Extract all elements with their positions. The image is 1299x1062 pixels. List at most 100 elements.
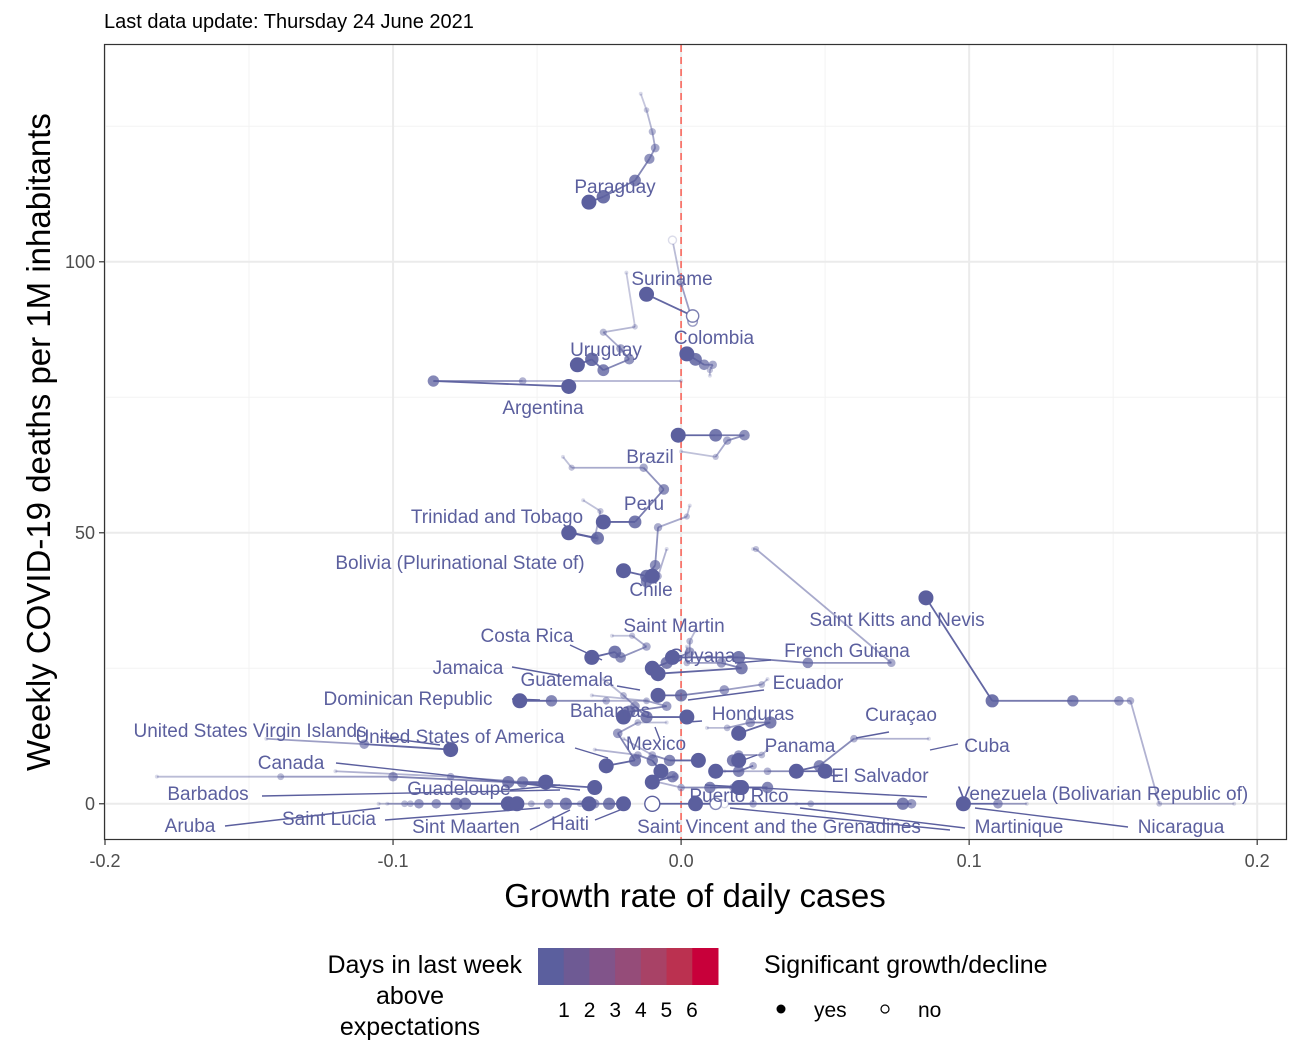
country-label: Dominican Republic: [324, 689, 493, 710]
country-label: Canada: [258, 753, 325, 774]
data-point: [688, 796, 703, 812]
trail-segment: [738, 656, 808, 664]
x-axis-title: Growth rate of daily cases: [504, 877, 886, 914]
data-point: [794, 801, 799, 806]
data-point: [670, 427, 686, 443]
data-point: [624, 354, 635, 365]
data-point: [629, 174, 641, 187]
data-point: [615, 709, 631, 725]
leader-line: [574, 747, 609, 759]
data-point: [545, 695, 558, 707]
data-point: [608, 645, 622, 659]
data-point: [401, 800, 408, 808]
data-point: [634, 719, 642, 726]
data-point: [906, 798, 917, 809]
data-point: [684, 644, 689, 649]
data-point: [683, 659, 691, 667]
data-point: [1232, 801, 1237, 806]
country-label: Trinidad and Tobago: [411, 507, 583, 528]
trail-segment: [688, 629, 697, 642]
country-label: Jamaica: [433, 658, 504, 679]
data-point: [512, 693, 528, 709]
data-point: [388, 771, 398, 782]
country-label: El Salvador: [831, 766, 929, 787]
x-tick-label: 0.2: [1245, 851, 1270, 871]
data-point: [731, 725, 747, 741]
color-bar-tick-label: 3: [609, 999, 621, 1022]
data-point: [406, 800, 414, 808]
data-point-open: [685, 309, 700, 323]
data-point: [620, 691, 627, 699]
country-label: Ecuador: [773, 673, 844, 694]
data-point: [643, 697, 650, 705]
country-label: Colombia: [674, 328, 755, 349]
data-point: [739, 429, 750, 441]
color-bar-segment: [692, 948, 719, 985]
data-point: [709, 428, 723, 442]
data-point: [628, 754, 642, 767]
data-point: [643, 107, 650, 113]
data-point: [650, 666, 666, 682]
data-point: [674, 689, 688, 702]
data-point: [749, 799, 757, 808]
leader-line: [825, 774, 839, 777]
data-point: [596, 190, 611, 204]
trail-segment: [671, 239, 682, 284]
data-point: [563, 801, 568, 806]
country-label: Costa Rica: [481, 626, 574, 647]
color-bar-tick-label: 6: [686, 999, 698, 1022]
data-point: [719, 685, 730, 695]
trail-segment: [685, 505, 691, 517]
data-point-open: [709, 797, 723, 811]
data-point: [616, 344, 626, 353]
color-legend-title-line-2: above: [376, 982, 444, 1010]
data-point: [589, 693, 594, 698]
data-point: [602, 696, 611, 705]
color-legend-title-line-1: Days in last week: [327, 951, 522, 979]
country-points: [154, 91, 1237, 812]
trail-segment: [645, 109, 654, 132]
plot-panel-border: [103, 43, 1288, 841]
trail-segment: [755, 548, 892, 664]
data-point: [650, 143, 660, 153]
minor-gridlines: [105, 45, 1286, 839]
data-point: [598, 758, 614, 774]
data-point: [359, 739, 370, 749]
data-point: [632, 324, 638, 330]
data-point: [679, 379, 684, 384]
leader-line: [855, 731, 890, 739]
color-bar: [538, 948, 719, 985]
data-point: [264, 736, 269, 741]
leader-line: [687, 720, 703, 723]
country-label: Cuba: [964, 736, 1010, 757]
data-point: [1067, 695, 1079, 707]
data-point: [589, 798, 600, 809]
trail-segment: [582, 499, 601, 512]
trail-segment: [562, 456, 573, 469]
data-point: [722, 436, 732, 445]
data-point: [679, 449, 684, 454]
data-point: [752, 545, 760, 553]
data-point: [993, 798, 1003, 809]
data-point: [698, 359, 710, 371]
country-label: Saint Lucia: [282, 809, 376, 830]
chart-subtitle: Last data update: Thursday 24 June 2021: [104, 11, 474, 33]
trail-segment: [657, 667, 742, 675]
data-point: [765, 677, 770, 682]
country-label: United States of America: [355, 727, 565, 748]
data-point: [763, 767, 772, 776]
data-point: [690, 752, 706, 768]
data-point: [817, 763, 833, 779]
trail-segment: [761, 678, 769, 686]
data-point: [649, 560, 661, 571]
data-point: [683, 513, 690, 520]
country-label: Saint Martin: [623, 616, 724, 637]
trail-segment: [634, 488, 665, 523]
legend-yes-label: yes: [814, 999, 847, 1022]
data-point-open: [667, 235, 678, 245]
x-axis-ticks: -0.2 -0.1 0.0 0.1 0.2: [89, 839, 1270, 871]
country-label: Mexico: [626, 734, 686, 755]
data-point: [624, 270, 629, 275]
data-point: [628, 515, 642, 529]
